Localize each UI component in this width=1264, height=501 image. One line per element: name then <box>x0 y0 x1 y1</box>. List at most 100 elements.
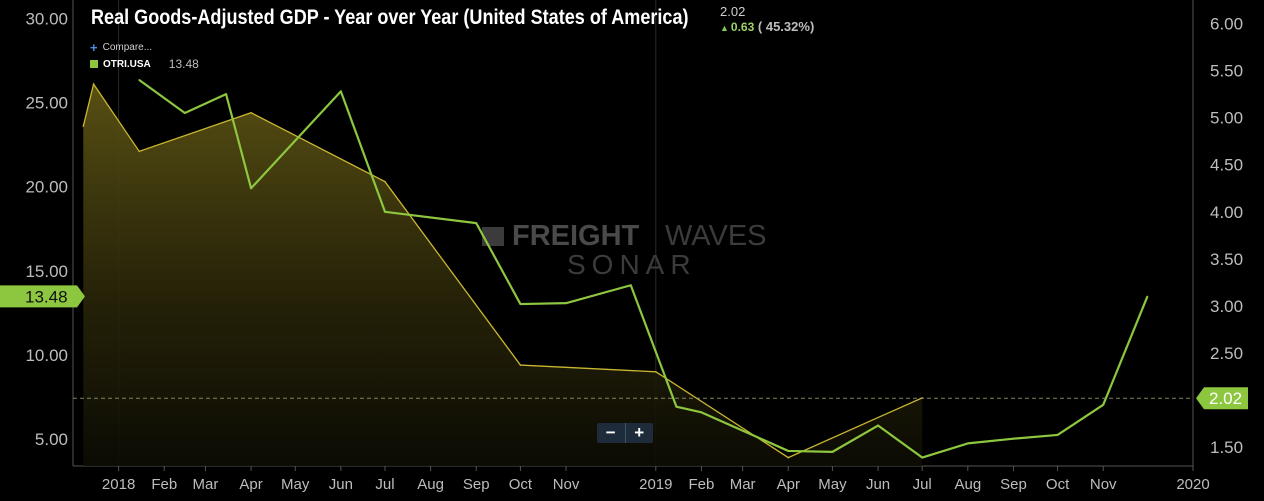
x-tick-label: Sep <box>1000 476 1027 493</box>
x-tick-label: Mar <box>730 476 756 493</box>
series-layer <box>73 79 1193 466</box>
x-tick-label: Oct <box>1046 476 1070 493</box>
x-tick-label: Jul <box>913 476 932 493</box>
x-tick-label: Mar <box>193 476 219 493</box>
change-line: ▲ 0.63 ( 45.32%) <box>720 19 814 36</box>
up-arrow-icon: ▲ <box>720 23 729 33</box>
x-tick-label: Jun <box>329 476 353 493</box>
x-tick-label: Nov <box>553 476 580 493</box>
gdp-point <box>921 456 924 459</box>
change-percent: ( 45.32%) <box>757 19 815 34</box>
otri-point <box>138 150 141 153</box>
x-tick-label: May <box>281 476 310 493</box>
gdp-value-badge <box>1196 387 1248 410</box>
otri-point <box>787 456 790 459</box>
x-tick-label: 2018 <box>102 476 135 493</box>
zoom-in-button[interactable]: + <box>634 423 645 442</box>
right-tick-label: 5.00 <box>1210 109 1243 128</box>
x-axis: 2018 Feb Mar Apr May Jun Jul Aug Sep Oct Nov 2019 Fe… <box>102 466 1210 493</box>
last-value: 2.02 <box>720 4 746 19</box>
right-tick-label: 3.50 <box>1210 250 1243 269</box>
otri-point <box>82 125 85 127</box>
compare-label: Compare... <box>102 42 153 53</box>
watermark-freight: FREIGHT <box>512 220 640 252</box>
gdp-point <box>1056 434 1059 436</box>
legend-series-otri[interactable]: OTRI.USA 13.48 <box>90 57 199 71</box>
gdp-point <box>831 450 834 453</box>
x-tick-label: Aug <box>954 476 981 493</box>
left-tick-label: 5.00 <box>35 430 68 449</box>
zoom-control: − + <box>597 423 653 443</box>
x-tick-label: 2020 <box>1176 476 1209 493</box>
gdp-point <box>565 302 567 305</box>
series-name: OTRI.USA <box>103 58 151 70</box>
left-axis: 5.00 10.00 15.00 20.00 25.00 30.00 <box>25 10 68 450</box>
gdp-point <box>629 284 632 287</box>
gdp-point <box>700 411 703 414</box>
x-tick-label: Aug <box>417 476 444 493</box>
otri-point <box>519 364 522 366</box>
gdp-value-badge-label: 2.02 <box>1209 389 1242 408</box>
right-tick-label: 2.50 <box>1210 344 1243 363</box>
left-tick-label: 15.00 <box>25 262 68 281</box>
x-tick-label: Apr <box>239 476 262 493</box>
gdp-point <box>877 424 879 427</box>
gdp-point <box>675 405 678 408</box>
value-badges: 13.48 2.02 <box>0 285 1248 410</box>
x-tick-label: Apr <box>777 476 800 493</box>
gdp-point <box>519 303 522 305</box>
x-tick-label: Jun <box>866 476 890 493</box>
x-tick-label: 2019 <box>639 476 672 493</box>
gdp-point <box>339 90 342 93</box>
right-tick-label: 4.00 <box>1210 203 1243 222</box>
gdp-point <box>225 93 227 96</box>
x-tick-label: Oct <box>509 476 533 493</box>
right-tick-label: 3.00 <box>1210 297 1243 316</box>
gdp-point <box>138 79 141 81</box>
last-value-block: 2.02 ▲ 0.63 ( 45.32%) <box>720 4 814 36</box>
x-tick-label: Jul <box>375 476 394 493</box>
gdp-point <box>384 210 386 213</box>
change-value: 0.63 <box>730 20 755 34</box>
x-tick-label: May <box>818 476 847 493</box>
gdp-point <box>966 442 969 445</box>
left-tick-label: 25.00 <box>25 94 68 113</box>
otri-area <box>83 84 923 466</box>
left-tick-label: 10.00 <box>25 346 68 365</box>
watermark-waves: WAVES <box>665 220 767 252</box>
right-tick-label: 4.50 <box>1210 156 1243 175</box>
gdp-point <box>1012 437 1015 440</box>
otri-value-badge <box>0 285 85 308</box>
x-tick-label: Feb <box>151 476 177 493</box>
x-tick-label: Sep <box>463 476 490 493</box>
watermark-logo-icon <box>482 227 504 246</box>
otri-value-badge-label: 13.48 <box>25 287 68 306</box>
left-tick-label: 30.00 <box>25 10 68 29</box>
gdp-point <box>250 187 252 190</box>
compare-button[interactable]: + Compare... <box>90 40 199 55</box>
gdp-point <box>1146 295 1149 298</box>
otri-point <box>250 111 252 114</box>
right-tick-label: 1.50 <box>1210 438 1243 457</box>
watermark: FREIGHT WAVES SONAR <box>482 220 767 280</box>
gdp-point <box>475 222 478 225</box>
series-value: 13.48 <box>168 57 199 71</box>
gdp-point <box>183 112 186 114</box>
otri-point <box>655 370 657 373</box>
right-tick-label: 5.50 <box>1210 62 1243 81</box>
otri-point <box>92 83 95 85</box>
legend: + Compare... OTRI.USA 13.48 <box>90 40 199 71</box>
x-tick-label: Nov <box>1090 476 1117 493</box>
x-tick-label: Feb <box>689 476 715 493</box>
left-tick-label: 20.00 <box>25 178 68 197</box>
right-axis: 1.502.002.503.003.504.004.505.005.506.00 <box>1210 15 1243 458</box>
chart-title: Real Goods-Adjusted GDP - Year over Year… <box>91 6 689 29</box>
gdp-point <box>1102 403 1105 406</box>
otri-point <box>384 180 386 183</box>
zoom-out-button[interactable]: − <box>597 423 626 443</box>
plus-icon: + <box>90 40 98 55</box>
watermark-sonar: SONAR <box>567 249 697 280</box>
series-swatch <box>90 60 98 68</box>
gdp-point <box>787 450 790 452</box>
